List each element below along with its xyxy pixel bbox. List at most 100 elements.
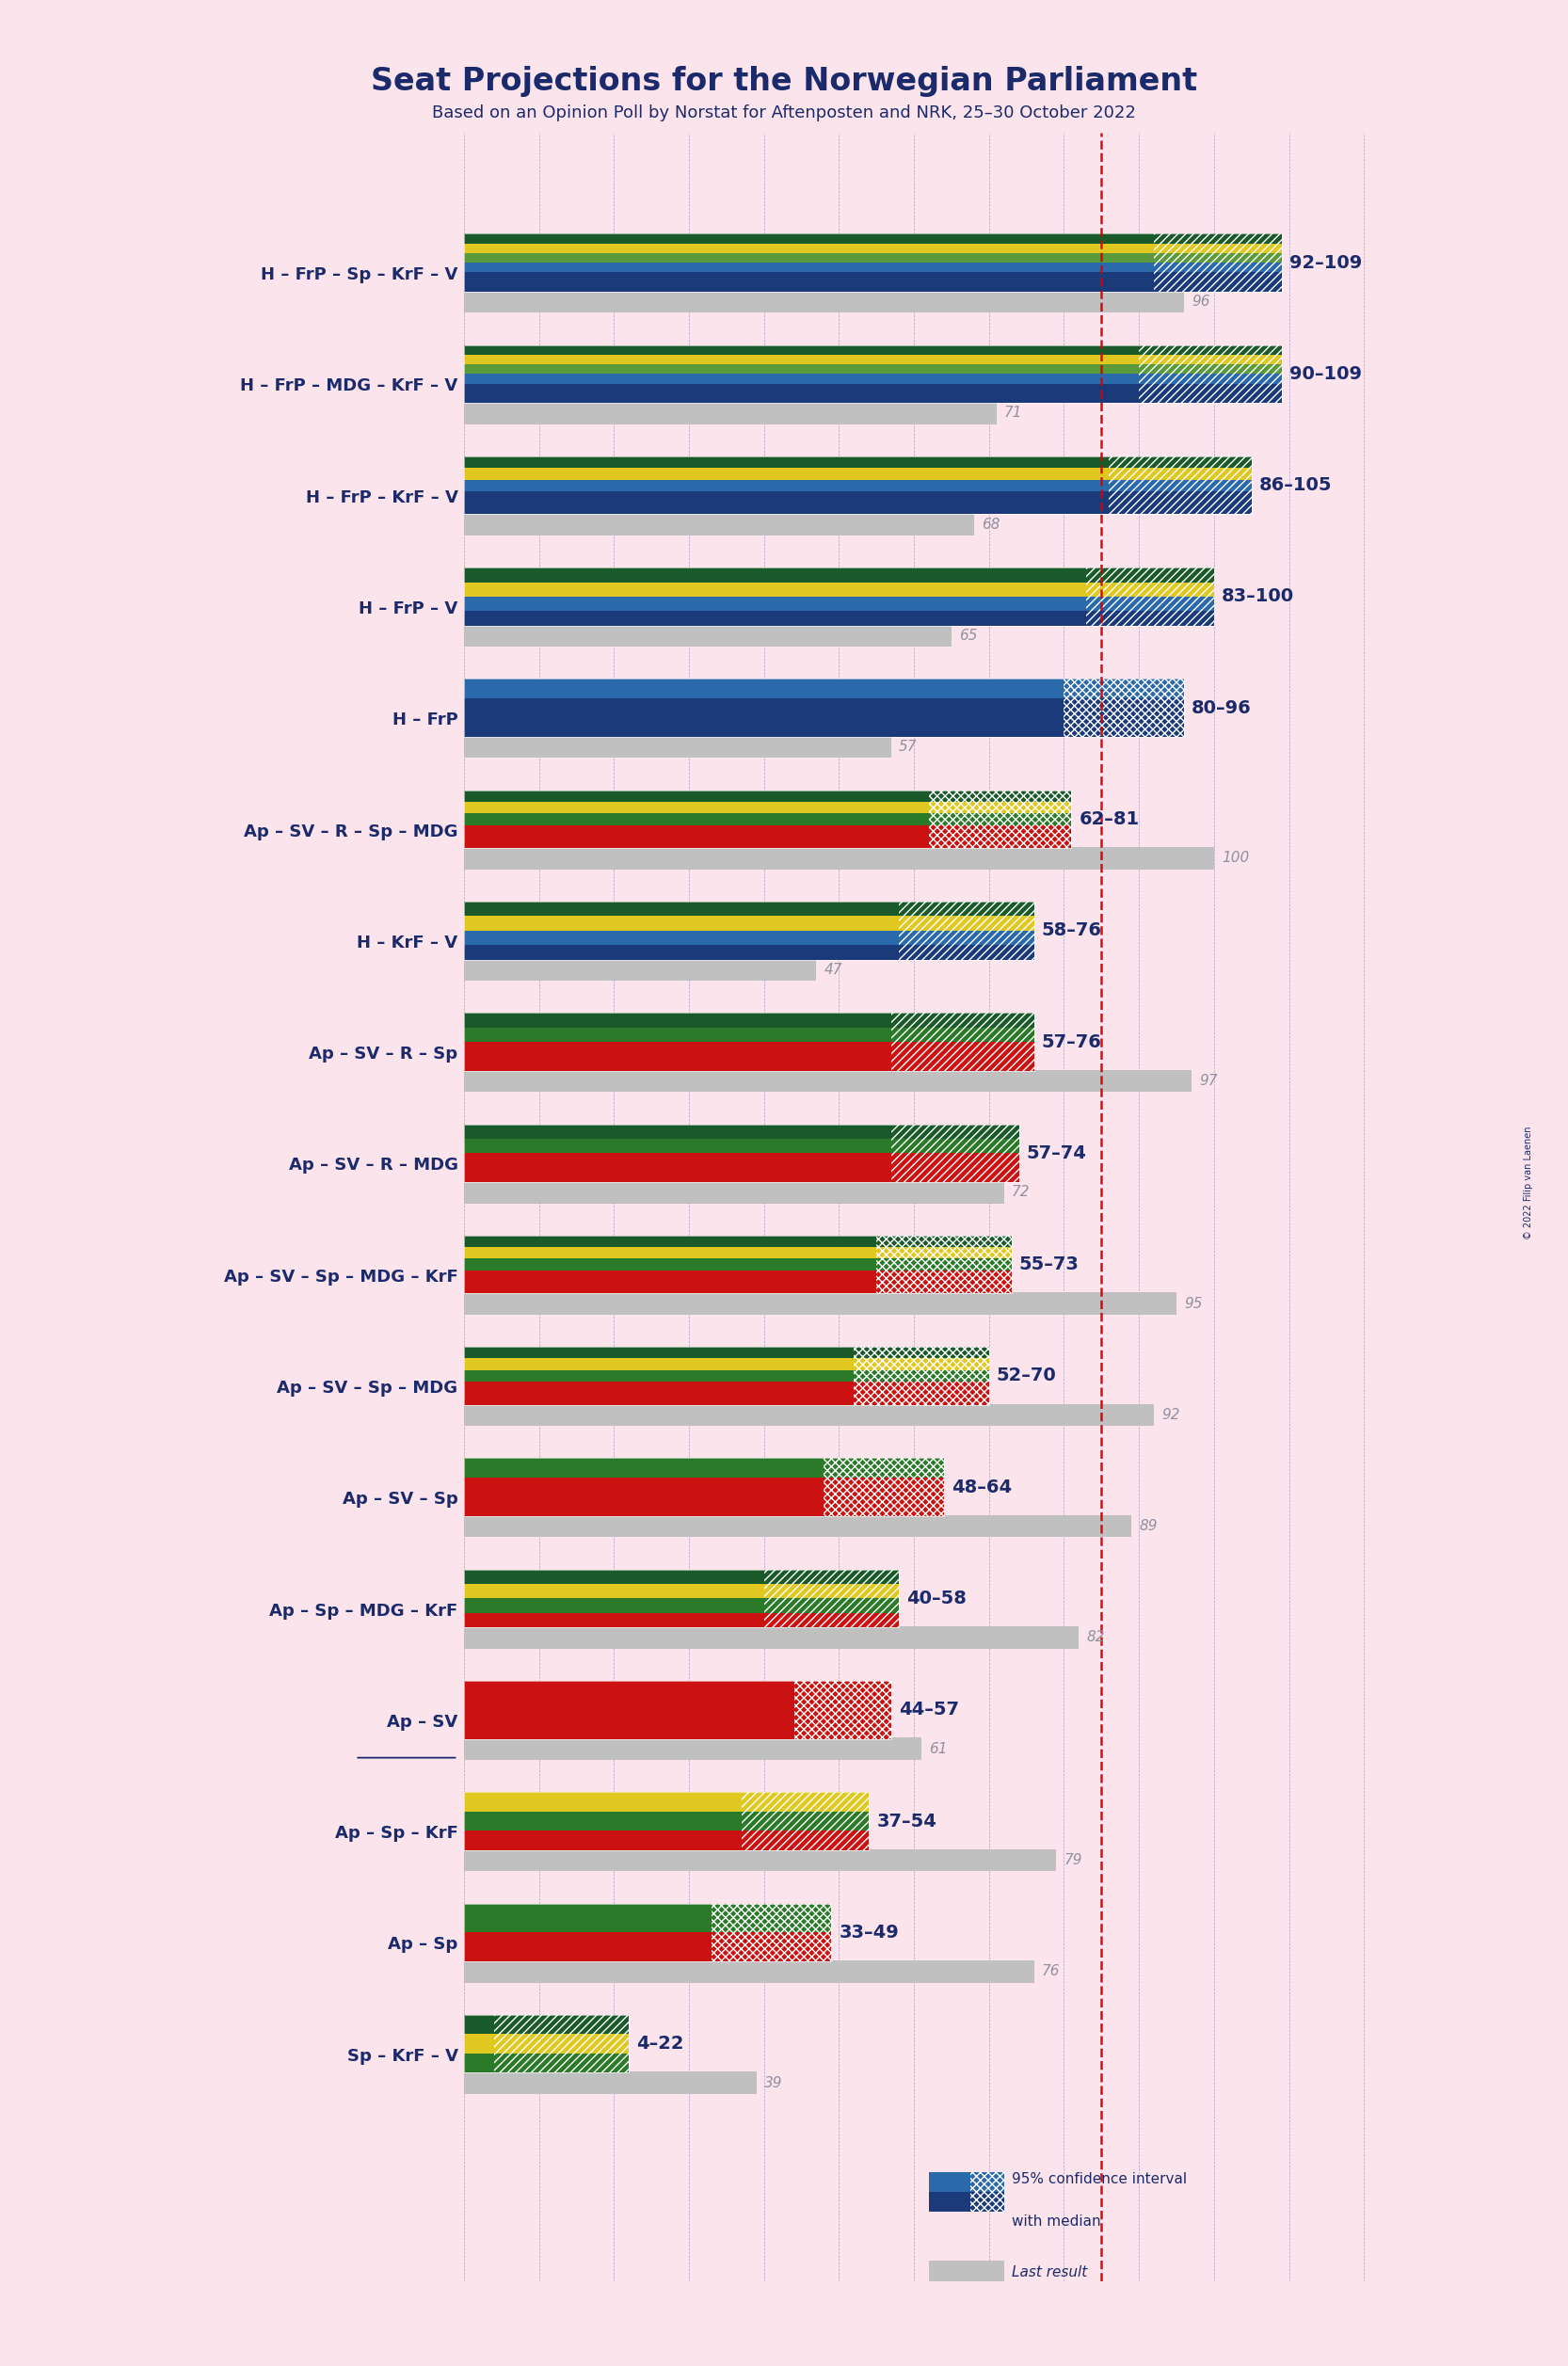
Text: Ap – SV – R – Sp: Ap – SV – R – Sp xyxy=(309,1046,458,1062)
Bar xyxy=(793,1680,892,1711)
Text: Ap – Sp – KrF: Ap – Sp – KrF xyxy=(334,1824,458,1841)
Bar xyxy=(464,234,1154,244)
Bar xyxy=(464,272,1154,282)
Bar xyxy=(1109,468,1251,480)
Bar xyxy=(464,1403,1154,1427)
Bar xyxy=(464,679,1065,698)
Text: Ap – SV – R – MDG: Ap – SV – R – MDG xyxy=(289,1157,458,1174)
Text: H – KrF – V: H – KrF – V xyxy=(358,935,458,951)
Bar xyxy=(464,1235,1011,1294)
Bar xyxy=(464,364,1138,374)
Text: 57: 57 xyxy=(898,741,917,755)
Bar xyxy=(464,1791,869,1850)
Bar xyxy=(877,1271,1011,1282)
Bar xyxy=(464,1247,877,1259)
Text: Ap – Sp – MDG – KrF: Ap – Sp – MDG – KrF xyxy=(270,1602,458,1618)
Bar xyxy=(823,1457,944,1476)
Bar xyxy=(464,244,1154,253)
Bar xyxy=(892,1013,1033,1027)
Bar xyxy=(1154,272,1281,282)
Text: 82: 82 xyxy=(1087,1630,1105,1644)
Text: Seat Projections for the Norwegian Parliament: Seat Projections for the Norwegian Parli… xyxy=(370,66,1198,97)
Bar xyxy=(464,1599,764,1614)
Bar xyxy=(464,1271,877,1282)
Bar xyxy=(971,2172,1004,2191)
Text: 61: 61 xyxy=(928,1741,947,1756)
Bar xyxy=(464,1259,877,1271)
Bar xyxy=(464,480,1109,492)
Text: 37–54: 37–54 xyxy=(877,1812,936,1829)
Text: Ap – SV – Sp: Ap – SV – Sp xyxy=(342,1491,458,1507)
Bar xyxy=(928,802,1071,814)
Bar xyxy=(464,1791,742,1812)
Bar xyxy=(464,1138,892,1152)
Bar xyxy=(464,1831,742,1850)
Text: 86–105: 86–105 xyxy=(1259,476,1331,494)
Bar xyxy=(464,1055,892,1072)
Bar xyxy=(464,1292,1176,1315)
Bar xyxy=(742,1831,869,1850)
Bar xyxy=(898,930,1033,944)
Bar xyxy=(464,1382,855,1394)
Bar xyxy=(464,2016,494,2035)
Bar xyxy=(1109,480,1251,492)
Bar xyxy=(764,1583,898,1599)
Bar xyxy=(464,790,1071,847)
Text: 89: 89 xyxy=(1138,1519,1157,1533)
Text: 96: 96 xyxy=(1192,293,1210,308)
Text: 80–96: 80–96 xyxy=(1192,698,1251,717)
Bar xyxy=(928,2172,971,2191)
Bar xyxy=(464,1905,712,1933)
Text: 39: 39 xyxy=(764,2075,782,2089)
Text: 95% confidence interval: 95% confidence interval xyxy=(1011,2172,1187,2186)
Bar xyxy=(464,402,996,424)
Bar xyxy=(464,1013,1033,1072)
Bar xyxy=(742,1791,869,1812)
Text: with median: with median xyxy=(1011,2215,1101,2229)
Bar xyxy=(464,1457,944,1517)
Bar xyxy=(464,1169,892,1183)
Text: H – FrP – KrF – V: H – FrP – KrF – V xyxy=(306,490,458,506)
Bar xyxy=(464,1124,892,1138)
Text: 90–109: 90–109 xyxy=(1289,364,1361,383)
Bar xyxy=(464,1346,989,1405)
Bar xyxy=(464,263,1154,272)
Bar xyxy=(1065,717,1184,736)
Bar xyxy=(1087,582,1214,596)
Text: Ap – SV – Sp – MDG: Ap – SV – Sp – MDG xyxy=(278,1379,458,1396)
Bar xyxy=(464,582,1087,596)
Bar xyxy=(464,610,1087,625)
Bar xyxy=(928,838,1071,847)
Bar xyxy=(464,1124,1019,1183)
Bar xyxy=(464,568,1214,625)
Bar xyxy=(464,513,974,535)
Text: 58–76: 58–76 xyxy=(1041,923,1102,939)
Bar xyxy=(892,1041,1033,1055)
Bar xyxy=(1154,263,1281,272)
Text: Based on an Opinion Poll by Norstat for Aftenposten and NRK, 25–30 October 2022: Based on an Opinion Poll by Norstat for … xyxy=(433,104,1135,121)
Bar xyxy=(464,944,898,961)
Bar xyxy=(1154,253,1281,263)
Bar xyxy=(892,1169,1019,1183)
Bar xyxy=(1138,393,1281,402)
Text: H – FrP – Sp – KrF – V: H – FrP – Sp – KrF – V xyxy=(260,267,458,284)
Bar xyxy=(464,930,898,944)
Bar xyxy=(464,1812,742,1831)
Text: H – FrP – MDG – KrF – V: H – FrP – MDG – KrF – V xyxy=(240,379,458,395)
Bar xyxy=(464,1358,855,1370)
Bar xyxy=(1138,345,1281,355)
Bar xyxy=(464,1680,892,1739)
Bar xyxy=(464,625,952,646)
Bar xyxy=(464,1848,1057,1872)
Bar xyxy=(464,2054,494,2073)
Bar xyxy=(712,1933,831,1961)
Text: 100: 100 xyxy=(1221,852,1250,866)
Bar xyxy=(464,1013,892,1027)
Bar xyxy=(464,393,1138,402)
Bar xyxy=(877,1282,1011,1294)
Bar xyxy=(1087,596,1214,610)
Bar xyxy=(464,1457,823,1476)
Text: H – FrP: H – FrP xyxy=(392,712,458,729)
Bar xyxy=(464,814,928,826)
Bar xyxy=(793,1711,892,1739)
